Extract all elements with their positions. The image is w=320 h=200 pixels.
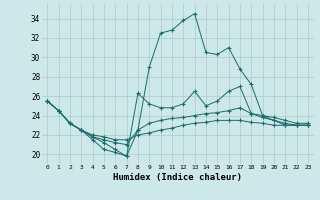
X-axis label: Humidex (Indice chaleur): Humidex (Indice chaleur) [113,173,242,182]
